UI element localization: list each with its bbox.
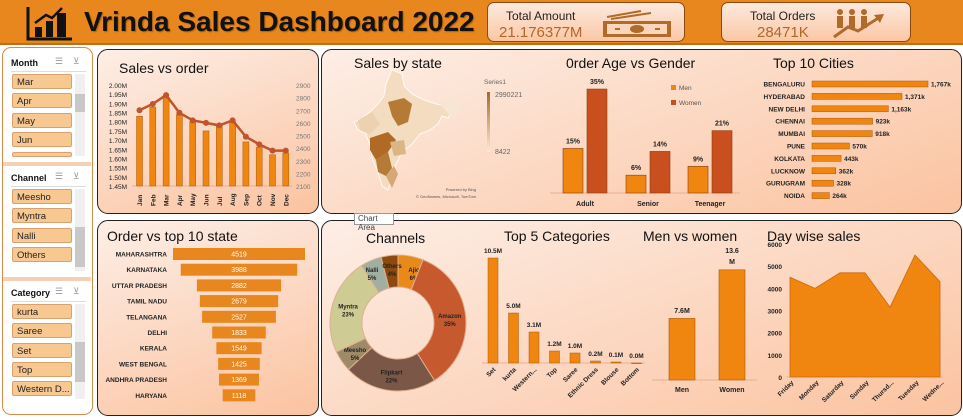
slicer-item[interactable]: Western D... (12, 381, 72, 397)
slicer-item[interactable]: kurta (12, 304, 72, 319)
slicer-item[interactable] (12, 152, 72, 157)
scrollbar-thumb[interactable] (75, 342, 85, 382)
slicer-item[interactable]: Apr (12, 93, 72, 109)
slicer-item[interactable]: Mar (12, 74, 72, 89)
clear-filter-icon[interactable]: ⊻ (73, 171, 80, 181)
chart-title: Top 5 Categories (504, 228, 610, 244)
scrollbar[interactable] (75, 304, 85, 399)
divider (3, 162, 91, 166)
multi-select-icon[interactable]: ☰ (55, 286, 64, 296)
slicer-title-category: Category (11, 288, 51, 298)
chart-title: Men vs women (643, 228, 738, 244)
clear-filter-icon[interactable]: ⊻ (73, 286, 80, 296)
cash-icon (603, 10, 671, 37)
slicer-item[interactable]: Others (12, 246, 72, 262)
divider (11, 71, 86, 72)
dashboard-title: Vrinda Sales Dashboard 2022 (84, 6, 475, 37)
top-charts-panel[interactable]: Sales by state 0rder Age vs Gender Top 1… (321, 49, 962, 214)
kpi-value: 28471K (757, 24, 809, 41)
slicer-title-channel: Channel (11, 173, 47, 183)
top-states-panel[interactable]: Order vs top 10 state (97, 220, 319, 416)
chart-title: 0rder Age vs Gender (566, 55, 696, 71)
scrollbar[interactable] (75, 189, 85, 271)
chart-title: Sales by state (354, 55, 442, 71)
chart-title: Sales vs order (119, 60, 209, 76)
kpi-total-orders: Total Orders 28471K (721, 2, 911, 42)
kpi-total-amount: Total Amount 21.176377M (487, 2, 685, 42)
kpi-label: Total Amount (506, 9, 576, 23)
bar-chart-growth-icon (26, 7, 72, 41)
slicer-panel: Month ☰ ⊻ Mar Apr May Jun Channel ☰ ⊻ Meesho Myntra… (2, 47, 93, 415)
bottom-charts-panel[interactable]: Channels Top 5 Categories Men vs women D… (321, 220, 962, 416)
scrollbar-thumb[interactable] (75, 227, 85, 267)
header-bar: Vrinda Sales Dashboard 2022 Total Amount… (0, 0, 963, 45)
slicer-item[interactable]: Saree (12, 323, 72, 339)
slicer-title-month: Month (11, 58, 38, 68)
sales-vs-order-panel[interactable]: Sales vs order (97, 49, 319, 214)
multi-select-icon[interactable]: ☰ (55, 171, 64, 181)
chart-title: Channels (366, 230, 426, 246)
slicer-item[interactable]: Nalli (12, 227, 72, 243)
divider (11, 301, 86, 302)
slicer-item[interactable]: Myntra (12, 208, 72, 224)
slicer-item[interactable]: May (12, 112, 72, 128)
clear-filter-icon[interactable]: ⊻ (73, 56, 80, 66)
scrollbar-thumb[interactable] (75, 94, 85, 112)
slicer-item[interactable]: Jun (12, 131, 72, 147)
kpi-label: Total Orders (750, 9, 816, 23)
chart-title: Day wise sales (767, 228, 861, 244)
kpi-value: 21.176377M (499, 24, 583, 41)
people-growth-icon (833, 9, 884, 39)
chart-title: Top 10 Cities (773, 55, 854, 71)
multi-select-icon[interactable]: ☰ (55, 56, 64, 66)
divider (3, 277, 91, 281)
slicer-item[interactable]: Top (12, 361, 72, 377)
slicer-item[interactable]: Set (12, 342, 72, 358)
scrollbar[interactable] (75, 74, 85, 156)
chart-area-tooltip: Chart Area (354, 213, 394, 232)
chart-title: Order vs top 10 state (107, 228, 238, 244)
divider (11, 186, 86, 187)
slicer-item[interactable]: Meesho (12, 189, 72, 204)
